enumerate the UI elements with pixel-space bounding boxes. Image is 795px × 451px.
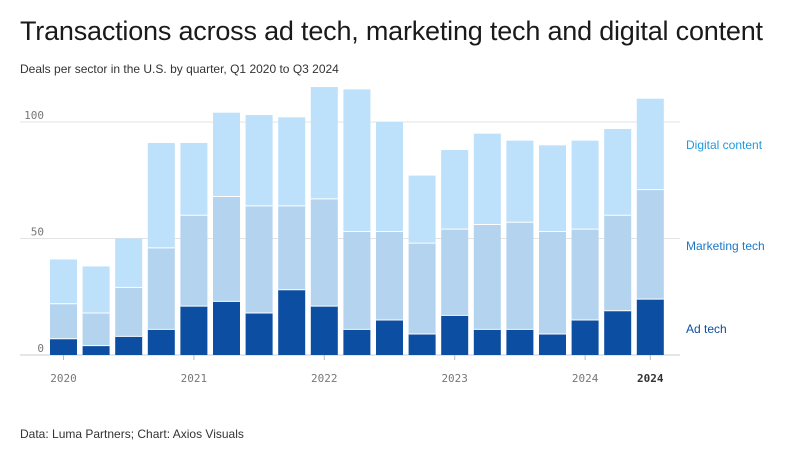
legend-ad-tech: Ad tech: [686, 322, 727, 336]
bar-marketing-tech: [82, 313, 110, 346]
bar-marketing-tech: [278, 205, 306, 290]
y-tick-label: 100: [24, 109, 44, 122]
bar-digital-content: [376, 122, 403, 232]
bar-ad-tech: [310, 306, 338, 355]
legend: Digital content Marketing tech Ad tech: [686, 138, 765, 336]
bar-marketing-tech: [213, 196, 240, 302]
y-axis-ticks: 0 50 100: [24, 109, 44, 355]
bar-digital-content: [147, 142, 175, 248]
bar-ad-tech: [571, 320, 599, 355]
bar-digital-content: [310, 87, 338, 199]
bar-area: [50, 87, 664, 355]
x-tick-label: 2023: [441, 372, 468, 385]
bar-marketing-tech: [408, 243, 436, 335]
bar-marketing-tech: [376, 231, 403, 321]
y-tick-label: 50: [31, 226, 44, 239]
bar-ad-tech: [506, 329, 534, 355]
chart-title: Transactions across ad tech, marketing t…: [20, 16, 763, 46]
bar-marketing-tech: [506, 222, 534, 330]
bar-digital-content: [441, 149, 469, 230]
legend-digital-content: Digital content: [686, 138, 763, 152]
bar-marketing-tech: [180, 215, 208, 307]
bar-marketing-tech: [473, 224, 501, 330]
bar-marketing-tech: [636, 189, 664, 300]
legend-marketing-tech: Marketing tech: [686, 239, 765, 253]
bar-digital-content: [278, 117, 306, 206]
y-tick-label: 0: [37, 342, 44, 355]
x-axis-ticks: 2020 2021 2022 2023 2024 2024: [50, 355, 664, 385]
chart-subtitle: Deals per sector in the U.S. by quarter,…: [20, 62, 339, 76]
bar-marketing-tech: [50, 303, 77, 339]
bar-ad-tech: [50, 338, 77, 355]
bar-ad-tech: [147, 329, 175, 355]
bar-ad-tech: [82, 345, 110, 355]
bar-digital-content: [571, 140, 599, 230]
bar-ad-tech: [343, 329, 371, 355]
bar-digital-content: [50, 259, 77, 304]
bar-digital-content: [539, 145, 566, 232]
bar-ad-tech: [604, 310, 632, 355]
bar-ad-tech: [245, 313, 273, 355]
bar-ad-tech: [441, 315, 469, 355]
bar-digital-content: [408, 175, 436, 244]
x-tick-label: 2020: [50, 372, 77, 385]
bar-digital-content: [82, 266, 110, 314]
bar-marketing-tech: [441, 229, 469, 316]
bar-digital-content: [506, 140, 534, 223]
bar-digital-content: [115, 238, 143, 288]
bar-marketing-tech: [539, 231, 566, 335]
bar-digital-content: [343, 89, 371, 232]
x-tick-label: 2024: [637, 372, 664, 385]
bar-ad-tech: [376, 320, 403, 355]
bar-ad-tech: [473, 329, 501, 355]
bar-marketing-tech: [115, 287, 143, 337]
x-tick-label: 2024: [572, 372, 599, 385]
bar-ad-tech: [539, 334, 566, 355]
bar-digital-content: [636, 98, 664, 190]
chart-source: Data: Luma Partners; Chart: Axios Visual…: [20, 427, 244, 441]
bar-ad-tech: [636, 299, 664, 355]
x-tick-label: 2021: [181, 372, 208, 385]
x-tick-label: 2022: [311, 372, 338, 385]
bar-digital-content: [604, 128, 632, 216]
bar-marketing-tech: [571, 229, 599, 321]
bar-digital-content: [473, 133, 501, 225]
bar-ad-tech: [278, 289, 306, 355]
bar-marketing-tech: [245, 205, 273, 314]
bar-digital-content: [180, 142, 208, 216]
bar-marketing-tech: [147, 247, 175, 330]
bar-marketing-tech: [310, 198, 338, 307]
bar-marketing-tech: [343, 231, 371, 330]
bar-digital-content: [213, 112, 240, 197]
bar-ad-tech: [408, 334, 436, 355]
bar-ad-tech: [180, 306, 208, 355]
bar-marketing-tech: [604, 215, 632, 311]
bar-digital-content: [245, 115, 273, 206]
bar-ad-tech: [213, 301, 240, 355]
bar-ad-tech: [115, 336, 143, 355]
